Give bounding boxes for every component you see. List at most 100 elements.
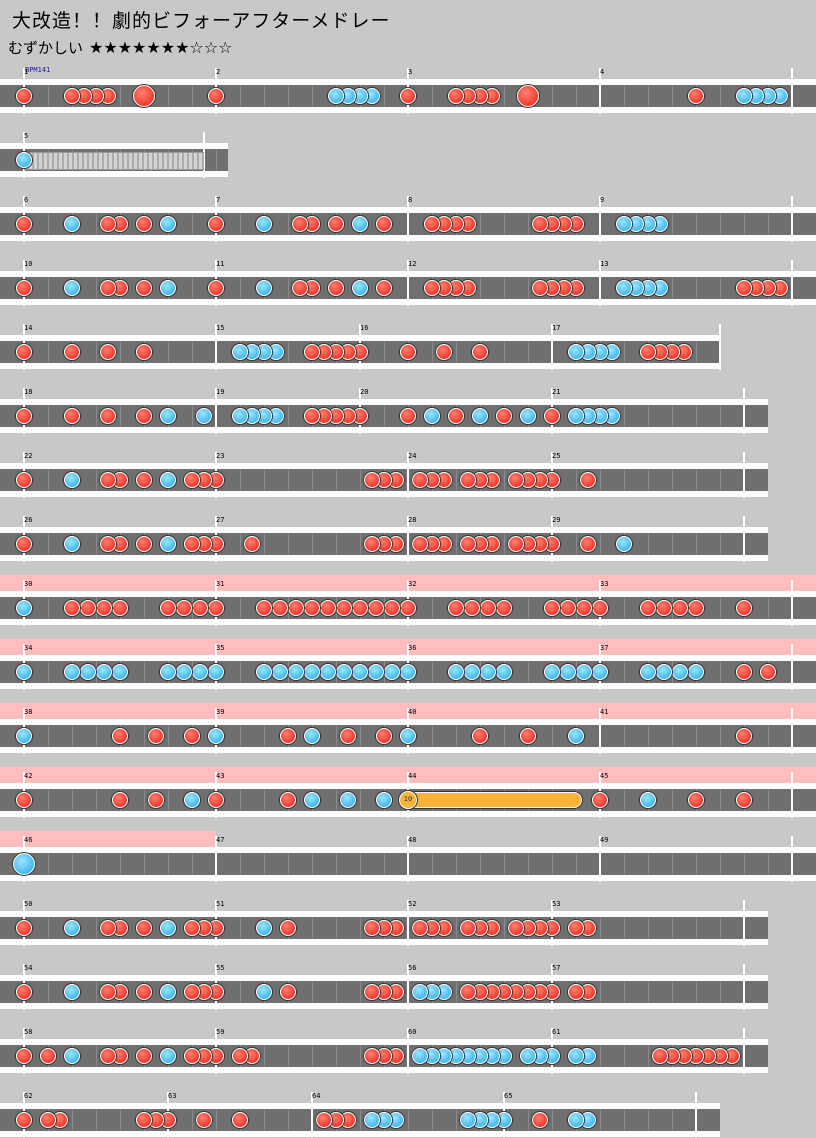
beat-line — [624, 853, 625, 875]
ka-note — [568, 344, 584, 360]
ka-note — [520, 1048, 536, 1064]
measure-line — [215, 388, 217, 434]
don-note — [304, 600, 320, 616]
measure-number: 54 — [24, 964, 33, 972]
beat-line — [120, 1109, 121, 1131]
beat-line — [120, 405, 121, 427]
don-note — [16, 472, 32, 488]
don-note — [16, 344, 32, 360]
don-note — [184, 920, 200, 936]
beat-line — [648, 1045, 649, 1067]
beat-line — [72, 725, 73, 747]
don-note — [472, 344, 488, 360]
don-note — [16, 536, 32, 552]
ka-note — [196, 408, 212, 424]
don-note — [568, 984, 584, 1000]
don-note — [96, 600, 112, 616]
beat-line — [624, 725, 625, 747]
beat-line — [360, 1109, 361, 1131]
beat-line — [600, 533, 601, 555]
ka-note — [160, 280, 176, 296]
measure-number: 32 — [408, 580, 417, 588]
don-note — [16, 280, 32, 296]
ka-note — [368, 664, 384, 680]
ka-note — [160, 984, 176, 1000]
ka-note — [208, 728, 224, 744]
beat-line — [528, 213, 529, 235]
beat-line — [240, 917, 241, 939]
ka-note — [16, 152, 32, 168]
don-note — [384, 600, 400, 616]
beat-line — [72, 1109, 73, 1131]
measure-number: 14 — [24, 324, 33, 332]
beat-line — [456, 981, 457, 1003]
don-note — [652, 1048, 668, 1064]
don-note — [100, 344, 116, 360]
don-note — [100, 280, 116, 296]
measure-number: 39 — [216, 708, 225, 716]
beat-line — [336, 1045, 337, 1067]
don-note — [460, 536, 476, 552]
don-note — [364, 920, 380, 936]
don-note — [424, 216, 440, 232]
don-note — [496, 600, 512, 616]
measure-number: 65 — [504, 1092, 513, 1100]
measure-line — [791, 708, 793, 754]
beat-line — [240, 533, 241, 555]
beat-line — [672, 405, 673, 427]
don-note — [64, 600, 80, 616]
don-note — [136, 1112, 152, 1128]
don-note — [232, 1112, 248, 1128]
measure-number: 35 — [216, 644, 225, 652]
don-note — [184, 984, 200, 1000]
don-note — [100, 536, 116, 552]
beat-line — [576, 533, 577, 555]
beat-line — [336, 917, 337, 939]
beat-line — [120, 341, 121, 363]
beat-line — [672, 213, 673, 235]
measure-number: 33 — [600, 580, 609, 588]
ka-note — [616, 216, 632, 232]
don-note — [448, 600, 464, 616]
don-note — [148, 728, 164, 744]
measure-number: 50 — [24, 900, 33, 908]
ka-note — [544, 664, 560, 680]
measure-number: 2 — [216, 68, 221, 76]
beat-line — [360, 789, 361, 811]
measure-number: 17 — [552, 324, 561, 332]
measure-number: 41 — [600, 708, 609, 716]
don-note — [460, 920, 476, 936]
measure-number: 55 — [216, 964, 225, 972]
don-note — [40, 1048, 56, 1064]
beat-line — [696, 981, 697, 1003]
beat-line — [264, 85, 265, 107]
beat-line — [48, 469, 49, 491]
beat-line — [288, 341, 289, 363]
ka-note — [336, 664, 352, 680]
measure-number: 7 — [216, 196, 221, 204]
measure-number: 31 — [216, 580, 225, 588]
measure-number: 25 — [552, 452, 561, 460]
ka-note — [256, 664, 272, 680]
beat-line — [336, 853, 337, 875]
measure-number: 61 — [552, 1028, 561, 1036]
measure-number: 29 — [552, 516, 561, 524]
measure-line — [407, 900, 409, 946]
don-note — [560, 600, 576, 616]
ka-note — [160, 408, 176, 424]
beat-line — [48, 213, 49, 235]
beat-line — [360, 1045, 361, 1067]
measure-line — [599, 708, 601, 754]
measure-line — [743, 452, 745, 498]
beat-line — [720, 277, 721, 299]
beat-line — [696, 469, 697, 491]
beat-line — [312, 469, 313, 491]
beat-line — [456, 533, 457, 555]
don-note — [136, 344, 152, 360]
beat-line — [672, 725, 673, 747]
beat-line — [48, 597, 49, 619]
ka-note — [576, 664, 592, 680]
measure-line — [791, 836, 793, 882]
measure-number: 27 — [216, 516, 225, 524]
ka-note — [400, 728, 416, 744]
